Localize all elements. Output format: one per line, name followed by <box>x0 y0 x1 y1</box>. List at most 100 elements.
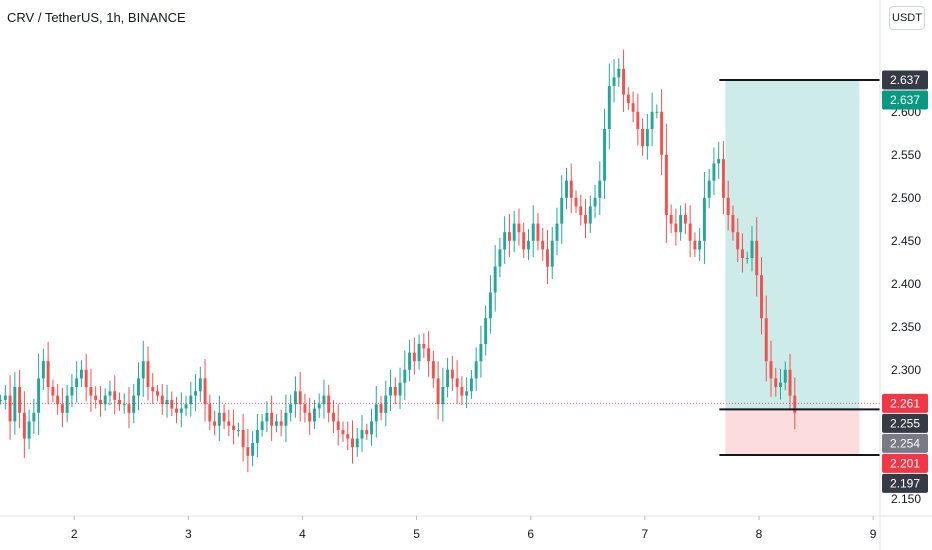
candle-body <box>198 378 202 392</box>
candle-body <box>370 421 373 435</box>
candle-body <box>641 129 645 147</box>
currency-button[interactable]: USDT <box>889 6 925 30</box>
candle-body <box>550 240 554 267</box>
candle-body <box>60 404 64 413</box>
candle-body <box>631 103 635 112</box>
candle-body <box>446 369 450 387</box>
candle-body <box>484 318 488 344</box>
candle-body <box>284 412 288 426</box>
candle-body <box>512 223 516 241</box>
price-tick-label: 2.150 <box>891 492 921 506</box>
candle-body <box>679 215 683 233</box>
candle-body <box>146 361 150 387</box>
candle-body <box>232 425 236 430</box>
candle-body <box>84 369 88 387</box>
price-label-bg <box>882 413 928 433</box>
price-tick-label: 2.450 <box>891 234 921 248</box>
candle-body <box>70 387 74 396</box>
candle-body <box>755 240 759 276</box>
candle-body <box>702 197 706 241</box>
candle-body <box>122 404 126 406</box>
price-label-bg <box>882 70 928 90</box>
candle-body <box>98 399 102 405</box>
candle-body <box>465 391 469 396</box>
time-tick-label: 7 <box>642 527 649 541</box>
candle-body <box>531 223 535 241</box>
candle-body <box>655 111 659 113</box>
chart-title: CRV / TetherUS, 1h, BINANCE <box>7 10 186 25</box>
candle-body <box>170 399 174 409</box>
candle-body <box>160 395 164 405</box>
candle-body <box>664 154 668 215</box>
candle-body <box>588 206 592 224</box>
price-label-text: 2.255 <box>890 416 920 430</box>
candle-body <box>18 387 22 413</box>
candle-body <box>184 404 188 409</box>
candle-body <box>308 412 312 422</box>
candle-body <box>417 344 421 362</box>
position-lines[interactable] <box>0 78 880 456</box>
candle-body <box>617 68 621 78</box>
candle-body <box>222 412 226 422</box>
candle-body <box>408 352 412 370</box>
candle-body <box>322 395 326 405</box>
candle-body <box>227 421 231 426</box>
candle-body <box>479 344 483 362</box>
candle-body <box>560 197 564 224</box>
price-label: 2.255 <box>882 413 928 433</box>
time-tick-label: 6 <box>527 527 534 541</box>
candle-body <box>89 387 93 396</box>
candle-body <box>526 240 530 250</box>
candle-body <box>317 404 321 409</box>
candle-body <box>374 404 378 422</box>
candle-body <box>517 223 521 233</box>
candle-body <box>774 378 778 387</box>
candle-body <box>579 206 583 215</box>
candle-body <box>740 249 744 258</box>
candle-body <box>37 378 41 413</box>
candle-body <box>541 240 545 250</box>
candle-body <box>783 369 787 383</box>
candle-body <box>636 111 640 129</box>
candle-body <box>189 395 193 405</box>
candle-body <box>793 395 797 413</box>
candle-body <box>3 395 7 400</box>
candle-body <box>351 438 354 448</box>
candle-body <box>660 111 664 155</box>
price-label-bg <box>882 90 928 110</box>
candle-body <box>8 395 12 422</box>
candle-body <box>103 395 107 405</box>
candle-body <box>736 232 740 250</box>
candle-body <box>431 361 435 379</box>
price-label-text: 2.197 <box>890 476 920 490</box>
candle-body <box>427 348 431 362</box>
candle-body <box>22 412 26 439</box>
candle-body <box>137 378 140 396</box>
candle-body <box>474 361 478 379</box>
candle-body <box>750 240 754 258</box>
candle-body <box>622 68 626 95</box>
candle-body <box>688 223 692 241</box>
time-tick-label: 8 <box>756 527 763 541</box>
candle-body <box>674 223 678 233</box>
candle-body <box>241 430 245 448</box>
candle-body <box>398 382 402 396</box>
target-zone <box>725 79 860 410</box>
candle-body <box>0 399 3 401</box>
candle-body <box>365 430 369 435</box>
candle-body <box>626 94 630 104</box>
candle-body <box>303 404 307 413</box>
candle-body <box>726 197 730 215</box>
candle-body <box>113 391 117 400</box>
candle-body <box>75 378 79 387</box>
candle-body <box>488 292 492 319</box>
candle-body <box>555 223 559 241</box>
time-tick-label: 2 <box>71 527 78 541</box>
candle-body <box>788 369 792 396</box>
candle-body <box>175 408 179 413</box>
candle-body <box>331 412 335 422</box>
price-label: 2.261 <box>882 393 928 413</box>
candle-body <box>712 163 716 181</box>
candle-body <box>460 387 464 396</box>
